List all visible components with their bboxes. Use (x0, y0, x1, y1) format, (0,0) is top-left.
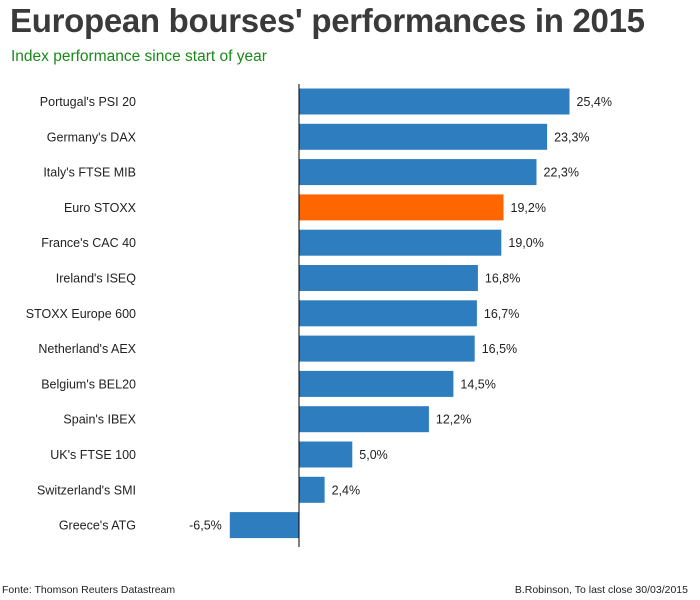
category-label: Spain's IBEX (63, 413, 136, 427)
source-note: Fonte: Thomson Reuters Datastream (2, 584, 176, 596)
bar (299, 123, 548, 150)
category-label: Switzerland's SMI (37, 483, 136, 497)
value-label: 5,0% (359, 448, 388, 462)
value-label: 23,3% (554, 130, 589, 144)
value-label: -6,5% (189, 519, 222, 533)
bar (299, 88, 570, 115)
bar (299, 194, 504, 221)
category-label: Ireland's ISEQ (56, 272, 136, 286)
chart-subtitle: Index performance since start of year (11, 48, 267, 65)
category-label: Greece's ATG (59, 519, 136, 533)
category-label: Portugal's PSI 20 (40, 95, 136, 109)
value-label: 19,2% (511, 201, 546, 215)
value-label: 14,5% (460, 377, 495, 391)
category-label: Italy's FTSE MIB (43, 166, 136, 180)
bar (299, 370, 454, 397)
chart-title: European bourses' performances in 2015 (10, 2, 645, 39)
category-label: Germany's DAX (47, 130, 137, 144)
category-label: France's CAC 40 (41, 236, 136, 250)
category-label: Belgium's BEL20 (41, 377, 136, 391)
value-label: 16,7% (484, 307, 519, 321)
bar (299, 335, 475, 362)
category-label: UK's FTSE 100 (50, 448, 136, 462)
value-label: 19,0% (508, 236, 543, 250)
bar (299, 476, 325, 503)
bar (299, 265, 478, 291)
value-label: 22,3% (544, 166, 579, 180)
value-label: 25,4% (577, 95, 612, 109)
bar (299, 159, 537, 186)
value-label: 2,4% (332, 483, 361, 497)
category-label: Netherland's AEX (38, 342, 136, 356)
category-label: STOXX Europe 600 (26, 307, 136, 321)
bar (299, 406, 429, 433)
bar (299, 300, 477, 327)
credit-note: B.Robinson, To last close 30/03/2015 (514, 584, 688, 596)
bar (299, 229, 502, 256)
bar (299, 441, 353, 468)
category-label: Euro STOXX (64, 201, 137, 215)
value-label: 12,2% (436, 413, 471, 427)
value-label: 16,8% (485, 272, 520, 286)
value-label: 16,5% (482, 342, 517, 356)
bar (229, 512, 299, 539)
